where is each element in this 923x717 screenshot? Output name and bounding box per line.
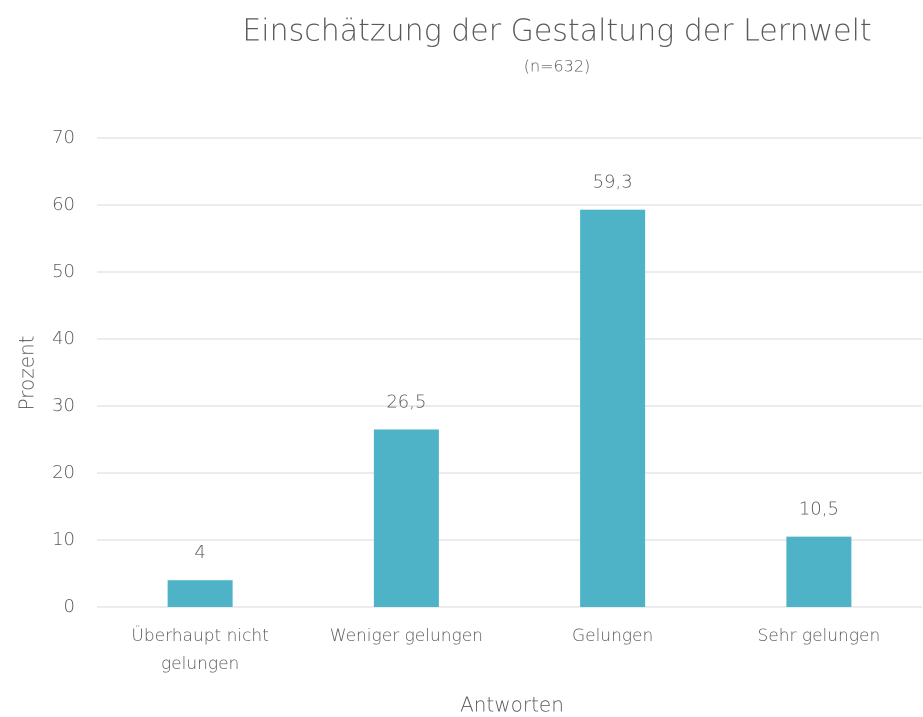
x-tick-label-box: Weniger gelungen bbox=[329, 626, 483, 646]
x-tick-label: Sehr gelungen bbox=[757, 626, 881, 646]
bar bbox=[786, 536, 852, 607]
y-tick-label: 60 bbox=[52, 194, 75, 215]
y-tick-label: 10 bbox=[52, 529, 75, 550]
x-tick-label: Weniger gelungen bbox=[329, 626, 483, 646]
bar bbox=[580, 209, 646, 607]
y-tick-label: 20 bbox=[52, 462, 75, 483]
value-label: 26,5 bbox=[386, 391, 426, 412]
y-tick-label: 50 bbox=[52, 261, 75, 282]
bar bbox=[373, 429, 439, 607]
y-tick-label: 30 bbox=[52, 395, 75, 416]
x-tick-label-box: Sehr gelungen bbox=[757, 626, 881, 646]
y-axis-label: Prozent bbox=[15, 335, 39, 410]
value-label: 59,3 bbox=[593, 172, 633, 193]
bar bbox=[167, 580, 233, 607]
x-tick-label: Überhaupt nicht gelungen bbox=[131, 626, 269, 674]
x-axis-label: Antworten bbox=[460, 693, 564, 717]
y-tick-label: 70 bbox=[52, 127, 75, 148]
value-label: 10,5 bbox=[799, 499, 839, 520]
x-tick-label: Gelungen bbox=[571, 626, 654, 646]
chart-subtitle: (n=632) bbox=[524, 57, 591, 76]
value-label: 4 bbox=[194, 542, 205, 563]
y-tick-label: 40 bbox=[52, 328, 75, 349]
y-tick-label: 0 bbox=[64, 596, 75, 617]
x-tick-label-box: Überhaupt nicht gelungen bbox=[131, 626, 269, 674]
chart-title: Einschätzung der Gestaltung der Lernwelt bbox=[242, 14, 871, 49]
x-tick-label-box: Gelungen bbox=[571, 626, 654, 646]
